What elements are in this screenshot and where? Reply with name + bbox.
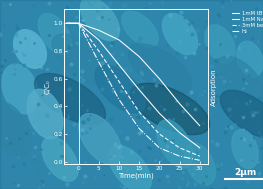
Ellipse shape <box>79 114 122 164</box>
Ellipse shape <box>184 143 215 185</box>
Ellipse shape <box>237 41 263 77</box>
Ellipse shape <box>95 65 145 113</box>
Ellipse shape <box>14 30 46 68</box>
Ellipse shape <box>0 101 31 157</box>
Ellipse shape <box>34 74 105 125</box>
Legend: 1mM tBuOH, 1mM Na₂EDTA, 3mM benzoquinone, H₂: 1mM tBuOH, 1mM Na₂EDTA, 3mM benzoquinone… <box>231 11 263 34</box>
Ellipse shape <box>38 13 72 55</box>
Ellipse shape <box>109 146 151 189</box>
Ellipse shape <box>232 129 258 169</box>
Ellipse shape <box>2 64 38 114</box>
Text: 2μm: 2μm <box>234 168 256 177</box>
Y-axis label: C/C₀: C/C₀ <box>45 80 51 94</box>
Ellipse shape <box>122 11 158 47</box>
Ellipse shape <box>205 25 235 63</box>
Ellipse shape <box>27 89 63 139</box>
Ellipse shape <box>217 56 263 102</box>
Ellipse shape <box>162 13 198 55</box>
Ellipse shape <box>128 44 192 94</box>
X-axis label: Time(min): Time(min) <box>118 172 154 179</box>
Y-axis label: Adsorption: Adsorption <box>211 68 216 106</box>
Ellipse shape <box>220 90 263 138</box>
Ellipse shape <box>42 137 78 181</box>
Ellipse shape <box>157 120 193 168</box>
Ellipse shape <box>80 0 119 41</box>
Ellipse shape <box>52 34 108 84</box>
Ellipse shape <box>130 83 210 135</box>
